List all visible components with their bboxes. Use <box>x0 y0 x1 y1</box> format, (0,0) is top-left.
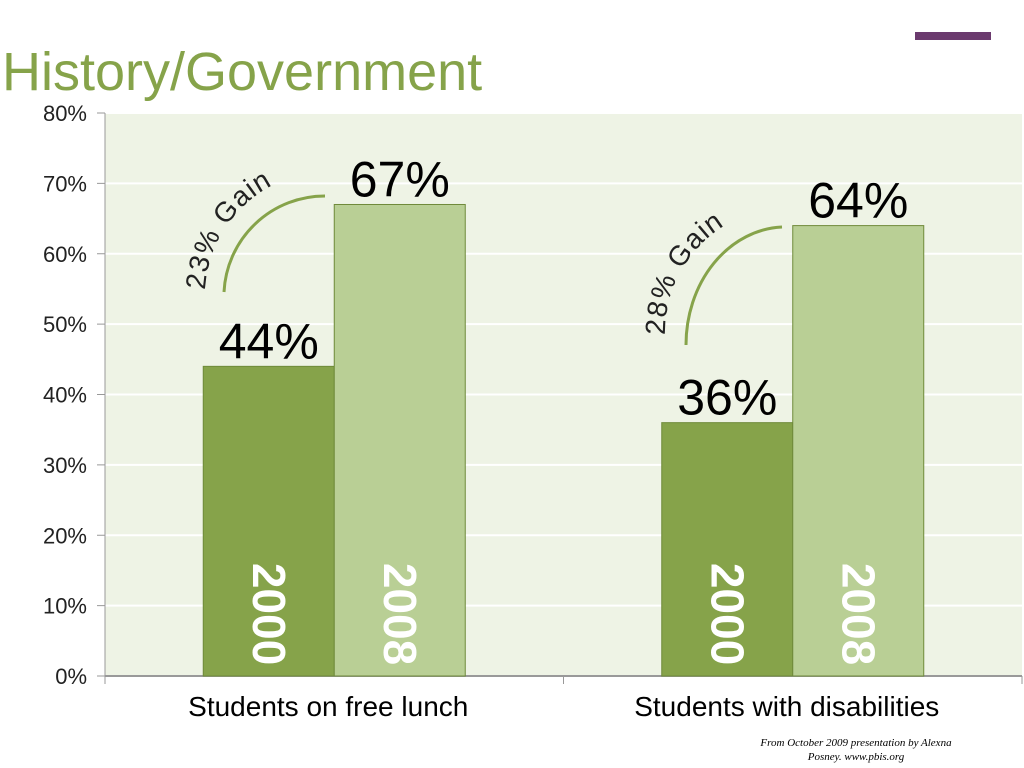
series-label: 2000 <box>243 563 295 665</box>
y-tick-label: 80% <box>43 101 87 126</box>
x-tick-label: Students on free lunch <box>188 691 468 722</box>
chart-title: History/Government <box>2 42 482 102</box>
value-label: 64% <box>808 173 908 229</box>
x-tick-label: Students with disabilities <box>634 691 939 722</box>
gain-arc <box>684 225 783 346</box>
bar <box>792 225 925 677</box>
y-tick-label: 60% <box>43 242 87 267</box>
value-label: 36% <box>677 370 777 426</box>
y-tick-label: 30% <box>43 453 87 478</box>
y-tick-label: 0% <box>55 664 87 689</box>
y-tick-label: 50% <box>43 312 87 337</box>
series-label: 2008 <box>374 563 426 665</box>
value-label: 44% <box>219 313 319 369</box>
value-label: 67% <box>350 151 450 207</box>
source-note: Posney. www.pbis.org <box>807 751 905 763</box>
y-tick-label: 70% <box>43 171 87 196</box>
source-note: From October 2009 presentation by Alexna <box>759 737 952 749</box>
series-label: 2008 <box>832 563 884 665</box>
bar <box>661 422 794 677</box>
accent-bar <box>915 32 991 40</box>
bar <box>202 365 335 677</box>
gain-arc <box>222 194 326 293</box>
y-tick-label: 10% <box>43 594 87 619</box>
y-tick-label: 20% <box>43 523 87 548</box>
y-tick-label: 40% <box>43 383 87 408</box>
plot: 0% 10% 20% 30% 40% 50% 60% 70% 80% Students on fr… <box>43 101 1023 722</box>
bar <box>333 203 466 677</box>
series-label: 2000 <box>701 563 753 665</box>
